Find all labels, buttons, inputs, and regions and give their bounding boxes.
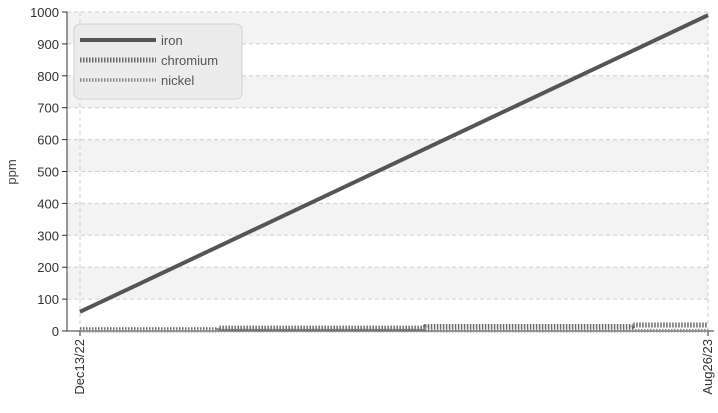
grid-band [67, 267, 708, 300]
x-tick-labels: Dec13/22 Aug26/23 [72, 339, 715, 395]
grid-band [67, 203, 708, 236]
y-tick-label: 800 [37, 69, 59, 84]
x-tick-label: Aug26/23 [700, 339, 715, 395]
series-line-iron [79, 13, 709, 314]
y-tick-label: 900 [37, 37, 59, 52]
y-tick-labels: 0 100 200 300 400 500 600 700 800 900 1000 [30, 5, 59, 339]
legend-label-chromium: chromium [161, 53, 218, 68]
series-lines [79, 13, 709, 333]
y-axis-label: ppm [4, 159, 19, 184]
y-tick-label: 100 [37, 292, 59, 307]
legend-label-iron: iron [161, 33, 183, 48]
y-tick-label: 500 [37, 165, 59, 180]
y-tick-label: 700 [37, 101, 59, 116]
legend-label-nickel: nickel [161, 73, 194, 88]
legend: iron chromium nickel [73, 23, 243, 100]
y-tick-label: 0 [52, 324, 59, 339]
y-tick-label: 400 [37, 196, 59, 211]
y-tick-label: 1000 [30, 5, 59, 20]
x-tick-label: Dec13/22 [72, 339, 87, 395]
y-tick-label: 200 [37, 260, 59, 275]
y-tick-label: 300 [37, 228, 59, 243]
y-tick-label: 600 [37, 133, 59, 148]
